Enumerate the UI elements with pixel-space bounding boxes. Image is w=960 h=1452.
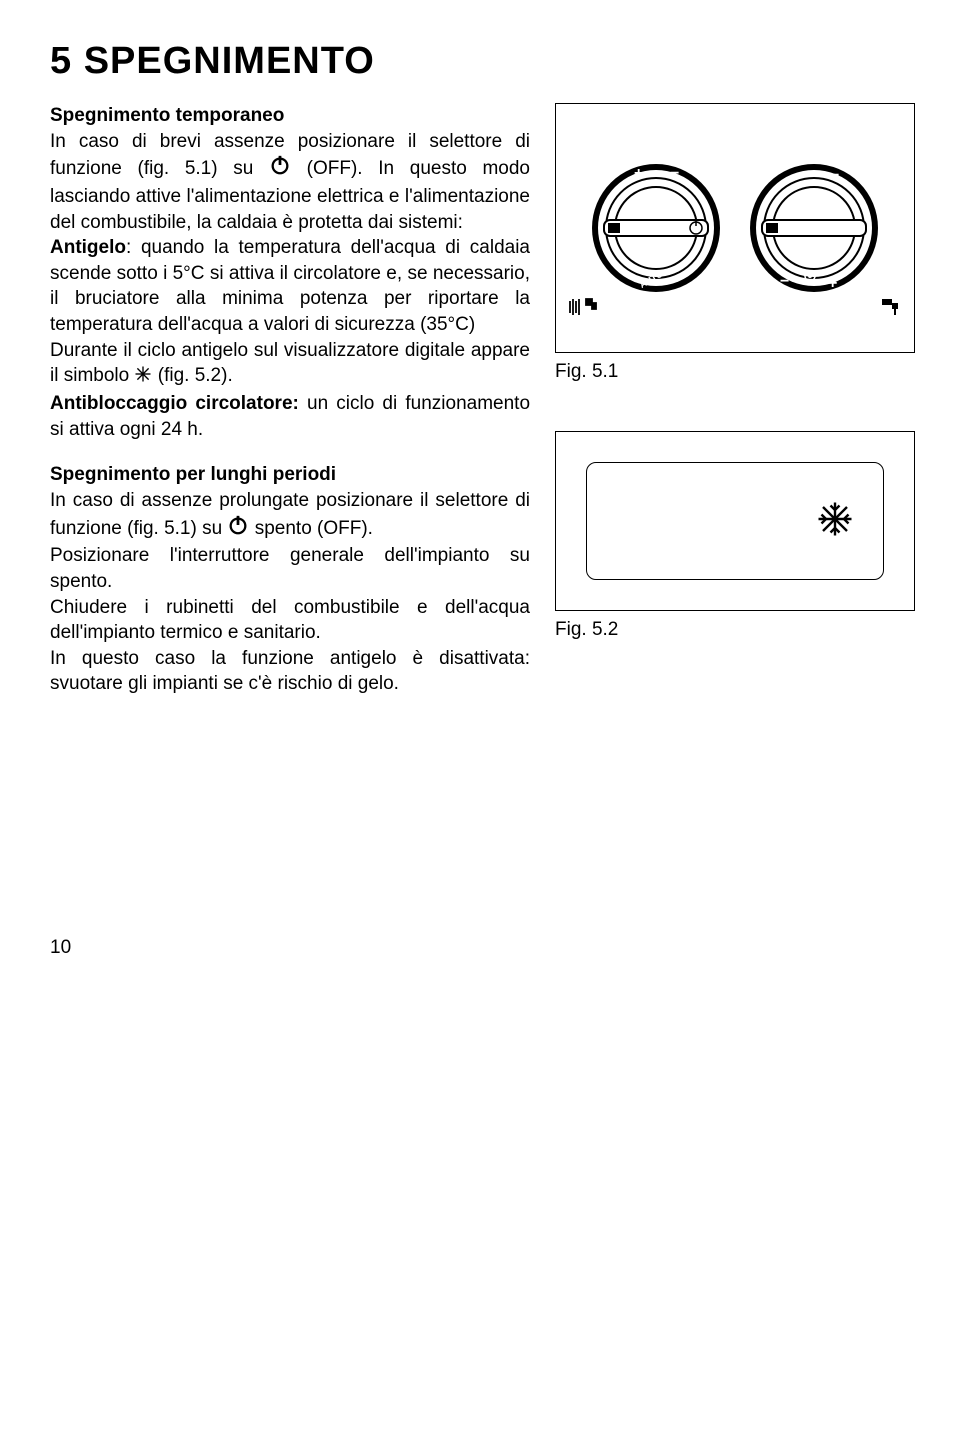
two-column-layout: Spegnimento temporaneo In caso di brevi …: [50, 103, 910, 717]
power-icon: [269, 154, 291, 184]
fig-5-2-label: Fig. 5.2: [555, 619, 915, 641]
snowflake-icon: [134, 365, 152, 391]
svg-text:+: +: [828, 275, 837, 292]
section-title: 5 SPEGNIMENTO: [50, 40, 910, 83]
tap-icon: [878, 295, 902, 322]
text-run: (fig. 5.2).: [152, 365, 232, 386]
antibloccaggio-label: Antibloccaggio circolatore:: [50, 393, 299, 414]
svg-text:−: −: [670, 165, 679, 182]
svg-text:+: +: [634, 165, 643, 182]
power-icon: [227, 514, 249, 544]
figures-column: + − AUTO −: [555, 103, 915, 717]
subheading-temporary: Spegnimento temporaneo: [50, 105, 284, 126]
dhw-dial: − + −: [744, 158, 884, 298]
page-number: 10: [50, 937, 910, 959]
fig-5-1-label: Fig. 5.1: [555, 361, 915, 383]
text-run: Posizionare l'interruttore generale dell…: [50, 545, 530, 592]
radiator-tap-icon: [568, 295, 602, 322]
svg-text:−: −: [780, 273, 789, 290]
text-run: In questo caso la funzione antigelo è di…: [50, 648, 530, 695]
text-run: (OFF).: [291, 158, 363, 179]
figure-5-2: [555, 431, 915, 611]
heating-dial: + − AUTO: [586, 158, 726, 298]
dials-row: + − AUTO −: [568, 122, 902, 334]
paragraph-long-shutdown: Spegnimento per lunghi periodi In caso d…: [50, 462, 530, 697]
svg-text:−: −: [830, 167, 839, 184]
snowflake-icon: [817, 501, 853, 542]
text-column: Spegnimento temporaneo In caso di brevi …: [50, 103, 530, 717]
figure-5-1: + − AUTO −: [555, 103, 915, 353]
text-run: Durante il ciclo antigelo sul visualizza…: [50, 340, 530, 387]
antigelo-label: Antigelo: [50, 237, 126, 258]
paragraph-temp-shutdown: Spegnimento temporaneo In caso di brevi …: [50, 103, 530, 442]
text-run: Chiudere i rubinetti del combustibile e …: [50, 597, 530, 644]
display-panel: [586, 462, 884, 580]
text-run: spento (OFF).: [249, 518, 373, 539]
subheading-long-periods: Spegnimento per lunghi periodi: [50, 464, 336, 485]
